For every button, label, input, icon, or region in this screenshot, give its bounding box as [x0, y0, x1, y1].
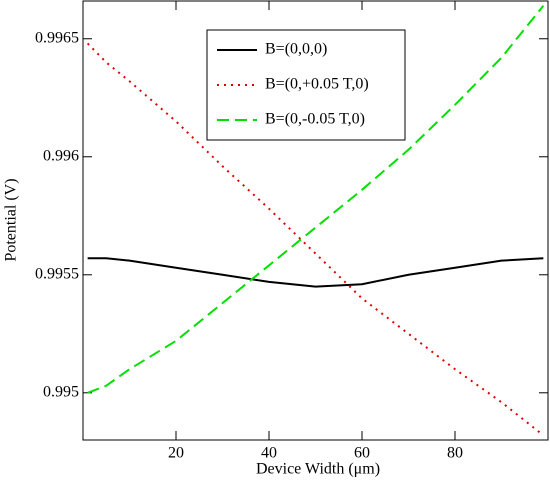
y-axis-label: Potential (V) [3, 178, 20, 261]
y-tick-label: 0.9955 [35, 265, 79, 282]
legend-label: B=(0,0,0) [265, 41, 327, 58]
x-axis-label: Device Width (μm) [256, 461, 380, 478]
data-line [87, 5, 545, 394]
x-tick-label: 40 [261, 445, 277, 462]
legend-label: B=(0,-0.05 T,0) [265, 111, 365, 128]
legend-label: B=(0,+0.05 T,0) [265, 76, 369, 93]
x-tick-label: 60 [354, 445, 370, 462]
y-tick-label: 0.996 [43, 147, 79, 164]
plot-frame [82, 0, 549, 441]
x-tick-label: 80 [447, 445, 463, 462]
y-tick-label: 0.9965 [35, 29, 79, 46]
data-line [87, 257, 544, 288]
y-tick-label: 0.995 [43, 383, 79, 400]
x-tick-label: 20 [168, 445, 184, 462]
